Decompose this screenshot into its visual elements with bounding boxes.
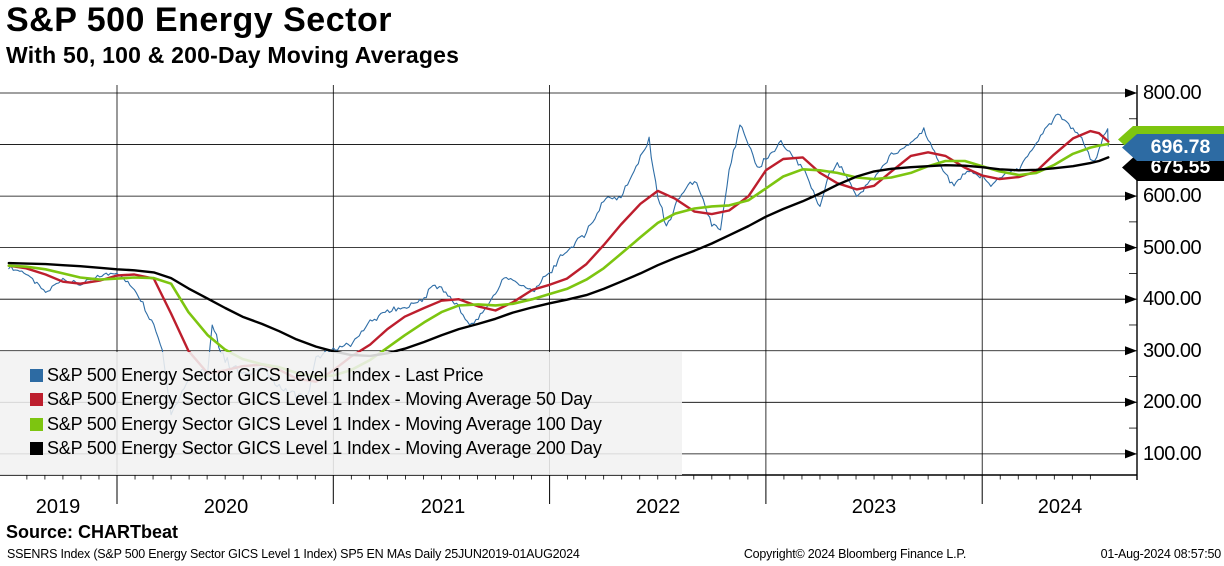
x-axis-label-2024: 2024 bbox=[1037, 496, 1083, 518]
legend-label: S&P 500 Energy Sector GICS Level 1 Index… bbox=[47, 364, 484, 385]
y-axis-label-200: 200.00 bbox=[1143, 391, 1202, 413]
x-axis-label-2019: 2019 bbox=[35, 496, 81, 518]
series-1 bbox=[7, 129, 1110, 383]
ma100-swatch-icon bbox=[30, 417, 43, 431]
legend-label: S&P 500 Energy Sector GICS Level 1 Index… bbox=[47, 389, 592, 410]
legend-label: S&P 500 Energy Sector GICS Level 1 Index… bbox=[47, 413, 602, 434]
legend-item-ma200[interactable]: S&P 500 Energy Sector GICS Level 1 Index… bbox=[0, 437, 682, 462]
ma50-swatch-icon bbox=[30, 393, 43, 407]
legend-label: S&P 500 Energy Sector GICS Level 1 Index… bbox=[47, 438, 602, 459]
y-axis-label-600: 600.00 bbox=[1143, 185, 1202, 207]
y-axis-label-400: 400.00 bbox=[1143, 288, 1202, 310]
series-2 bbox=[7, 142, 1110, 379]
x-axis-label-2020: 2020 bbox=[203, 496, 249, 518]
footer-security-description: SSENRS Index (S&P 500 Energy Sector GICS… bbox=[7, 547, 580, 561]
source-line: Source: CHARTbeat bbox=[6, 522, 179, 542]
page-title: S&P 500 Energy Sector bbox=[6, 1, 392, 39]
y-axis-label-800: 800.00 bbox=[1143, 82, 1202, 104]
x-axis-label-2023: 2023 bbox=[851, 496, 897, 518]
page-subtitle: With 50, 100 & 200-Day Moving Averages bbox=[6, 42, 460, 68]
legend-item-ma100[interactable]: S&P 500 Energy Sector GICS Level 1 Index… bbox=[0, 412, 682, 437]
x-axis-label-2021: 2021 bbox=[420, 496, 466, 518]
series-3 bbox=[7, 156, 1110, 358]
x-axis-label-2022: 2022 bbox=[635, 496, 681, 518]
last-price-value-badge[interactable]: 696.78 bbox=[1122, 134, 1224, 161]
footer-copyright: Copyright© 2024 Bloomberg Finance L.P. bbox=[743, 547, 967, 561]
legend-box: S&P 500 Energy Sector GICS Level 1 Index… bbox=[0, 352, 682, 475]
y-axis-label-300: 300.00 bbox=[1143, 340, 1202, 362]
legend-item-ma50[interactable]: S&P 500 Energy Sector GICS Level 1 Index… bbox=[0, 388, 682, 413]
y-axis-label-500: 500.00 bbox=[1143, 237, 1202, 259]
y-axis-label-100: 100.00 bbox=[1143, 443, 1202, 465]
ma200-swatch-icon bbox=[30, 442, 43, 456]
last-price-swatch-icon bbox=[30, 368, 43, 382]
legend-item-last-price[interactable]: S&P 500 Energy Sector GICS Level 1 Index… bbox=[0, 363, 682, 388]
footer-timestamp: 01-Aug-2024 08:57:50 bbox=[1100, 547, 1222, 561]
